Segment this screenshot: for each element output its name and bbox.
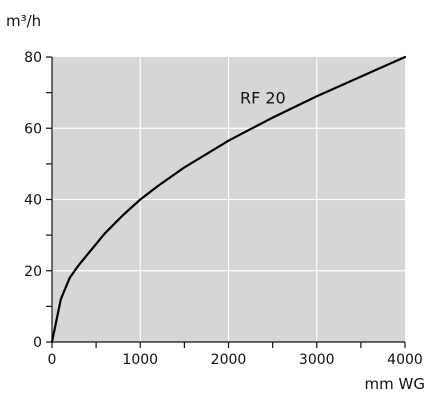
- x-axis-title: mm WG: [365, 375, 425, 393]
- y-tick-label: 40: [24, 193, 42, 209]
- x-tick-label: 1000: [122, 352, 158, 368]
- x-tick-label: 0: [48, 352, 57, 368]
- y-axis-title: m³/h: [6, 12, 41, 30]
- ticks: [46, 56, 406, 348]
- grid-lines: [52, 57, 405, 342]
- x-tick-label: 2000: [211, 352, 247, 368]
- series-label: RF 20: [240, 88, 286, 107]
- series-line: [50, 55, 407, 344]
- x-tick-label: 3000: [299, 352, 335, 368]
- y-tick-label: 20: [24, 264, 42, 280]
- y-tick-label: 0: [33, 335, 42, 351]
- y-tick-label: 80: [24, 50, 42, 66]
- y-tick-label: 60: [24, 121, 42, 137]
- x-tick-label: 4000: [387, 352, 423, 368]
- tick-labels: 0 20 40 60 80 0 1000 2000 3000 4000: [24, 50, 423, 368]
